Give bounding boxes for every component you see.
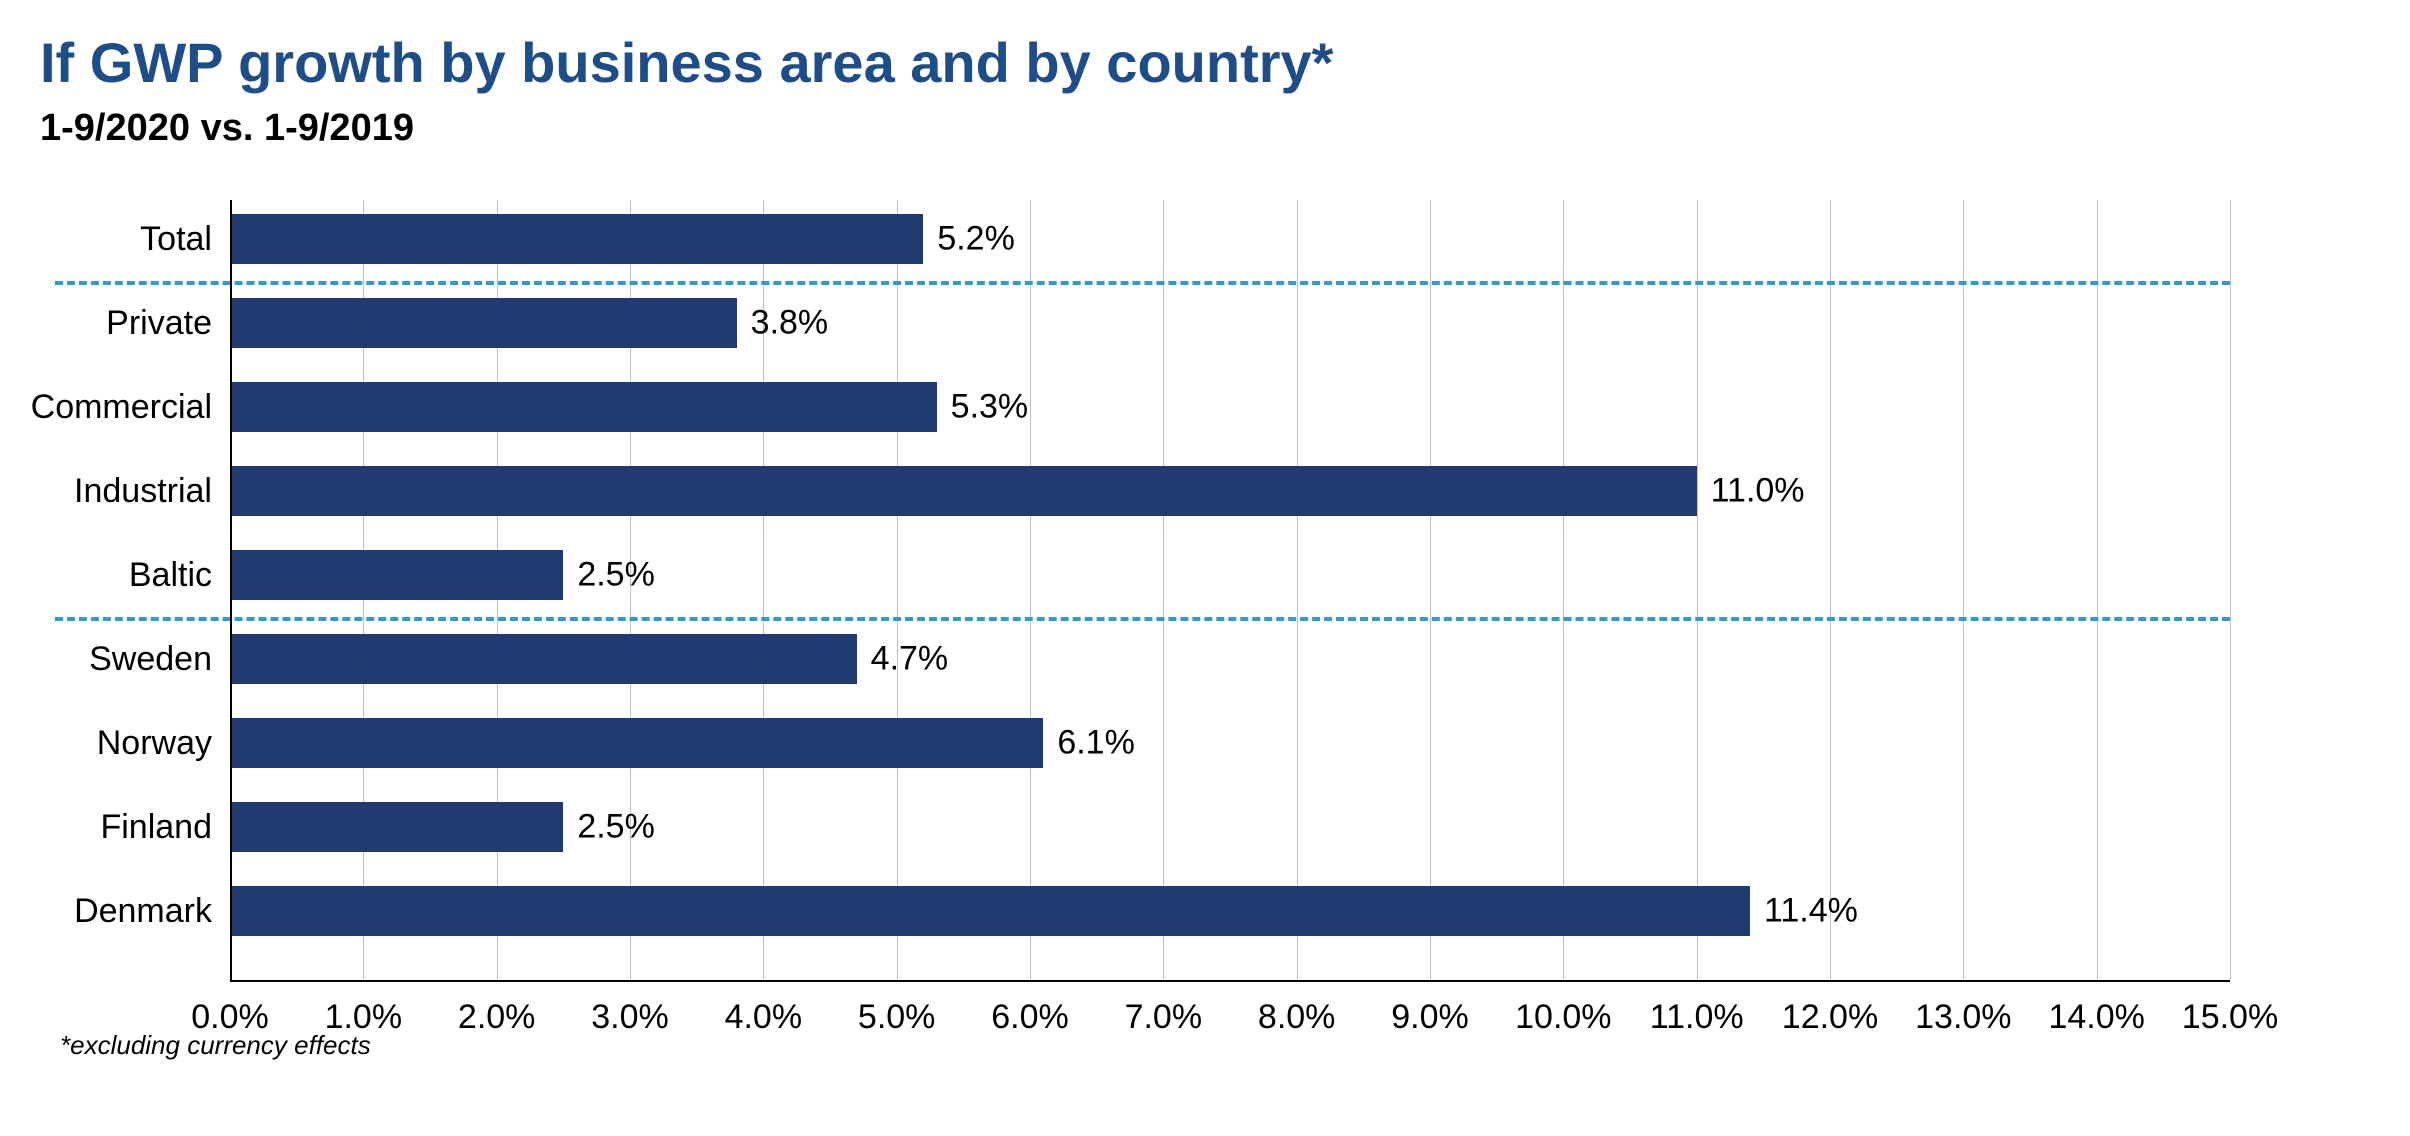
category-label: Commercial [31,388,230,427]
bar-row: Private3.8% [230,298,2230,348]
bar-row: Commercial5.3% [230,382,2230,432]
x-tick-label: 8.0% [1258,998,1336,1037]
category-label: Sweden [89,640,230,679]
bar-value-label: 2.5% [563,556,655,595]
bar-value-label: 3.8% [737,304,829,343]
x-tick-label: 14.0% [2048,998,2144,1037]
x-tick-label: 2.0% [458,998,536,1037]
category-label: Total [140,220,230,259]
bar-value-label: 5.3% [937,388,1029,427]
chart-subtitle: 1-9/2020 vs. 1-9/2019 [40,107,2370,150]
bar-row: Norway6.1% [230,718,2230,768]
category-label: Baltic [129,556,230,595]
x-tick-label: 3.0% [591,998,669,1037]
x-tick-label: 4.0% [725,998,803,1037]
y-axis [230,200,232,980]
x-tick-label: 12.0% [1782,998,1878,1037]
x-tick-label: 10.0% [1515,998,1611,1037]
bar-value-label: 6.1% [1043,724,1135,763]
category-label: Private [106,304,230,343]
bar-value-label: 11.0% [1697,472,1805,511]
plot-area: Total5.2% Private3.8% Commercial5.3% Indust… [230,200,2230,980]
category-label: Finland [100,808,230,847]
bar-row: Denmark11.4% [230,886,2230,936]
bar-value-label: 2.5% [563,808,655,847]
bar-row: Industrial11.0% [230,466,2230,516]
slide: If GWP growth by business area and by co… [0,0,2410,1136]
bar: 11.0% [230,466,1697,516]
x-tick-label: 7.0% [1125,998,1203,1037]
group-separator [55,281,2230,285]
bar-row: Finland2.5% [230,802,2230,852]
group-separator [55,617,2230,621]
x-tick-label: 15.0% [2182,998,2278,1037]
footnote: *excluding currency effects [60,1030,371,1061]
bar: 11.4% [230,886,1750,936]
chart: Total5.2% Private3.8% Commercial5.3% Indust… [230,200,2370,980]
bar: 2.5% [230,802,563,852]
x-tick-label: 13.0% [1915,998,2011,1037]
category-label: Denmark [74,892,230,931]
x-tick-label: 11.0% [1650,998,1744,1037]
x-tick-label: 9.0% [1391,998,1469,1037]
category-label: Industrial [74,472,230,511]
bar-value-label: 4.7% [857,640,949,679]
bar: 4.7% [230,634,857,684]
bar: 3.8% [230,298,737,348]
category-label: Norway [97,724,230,763]
bar-row: Total5.2% [230,214,2230,264]
bar-value-label: 5.2% [923,220,1015,259]
chart-title: If GWP growth by business area and by co… [40,30,2370,95]
bar: 5.2% [230,214,923,264]
bar-row: Sweden4.7% [230,634,2230,684]
x-tick-label: 5.0% [858,998,936,1037]
bar-value-label: 11.4% [1750,892,1858,931]
x-axis [230,980,2230,982]
bar: 5.3% [230,382,937,432]
bar: 2.5% [230,550,563,600]
x-tick-label: 6.0% [991,998,1069,1037]
gridline [2230,200,2231,980]
bar-row: Baltic2.5% [230,550,2230,600]
bar: 6.1% [230,718,1043,768]
